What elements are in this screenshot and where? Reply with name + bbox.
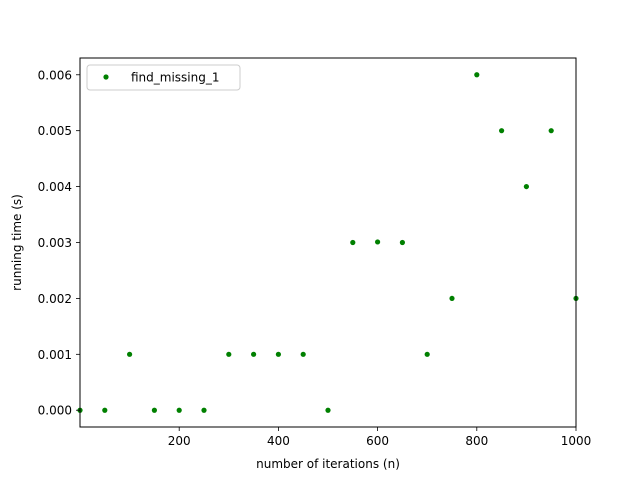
data-point <box>151 407 157 413</box>
data-points <box>77 72 579 413</box>
y-axis-ticks: 0.000 0.001 0.002 0.003 0.004 0.005 0.006 <box>38 68 80 418</box>
data-point <box>474 72 480 78</box>
legend: find_missing_1 <box>86 64 241 91</box>
data-point <box>424 351 430 357</box>
x-axis-ticks: 200 400 600 800 1000 <box>168 427 592 448</box>
data-point <box>449 295 455 302</box>
y-tick-label: 0.005 <box>38 124 72 138</box>
data-point <box>102 407 108 413</box>
x-tick-label: 1000 <box>561 434 592 448</box>
legend-box <box>86 64 241 91</box>
legend-marker <box>103 74 109 80</box>
data-point <box>300 351 306 357</box>
data-point <box>325 407 331 413</box>
data-point <box>548 128 554 134</box>
x-axis-label: number of iterations (n) <box>256 457 400 471</box>
x-tick-label: 200 <box>168 434 191 448</box>
x-tick-label: 600 <box>366 434 389 448</box>
y-tick-label: 0.000 <box>38 404 72 418</box>
data-point <box>399 239 405 246</box>
data-point <box>523 183 530 190</box>
data-point <box>350 239 356 246</box>
data-point <box>127 351 133 357</box>
y-tick-label: 0.002 <box>38 292 72 306</box>
y-tick-label: 0.001 <box>38 348 72 362</box>
data-point <box>375 239 381 245</box>
y-tick-label: 0.004 <box>38 180 72 194</box>
data-point <box>275 351 281 357</box>
y-axis-label: running time (s) <box>10 194 24 291</box>
x-tick-label: 800 <box>465 434 488 448</box>
legend-label: find_missing_1 <box>131 71 220 85</box>
x-tick-label: 400 <box>267 434 290 448</box>
data-point <box>251 351 257 357</box>
data-point <box>201 407 207 413</box>
y-tick-label: 0.006 <box>38 68 72 82</box>
data-point <box>176 407 182 413</box>
y-tick-label: 0.003 <box>38 236 72 250</box>
data-point <box>499 128 505 134</box>
data-point <box>226 351 232 357</box>
